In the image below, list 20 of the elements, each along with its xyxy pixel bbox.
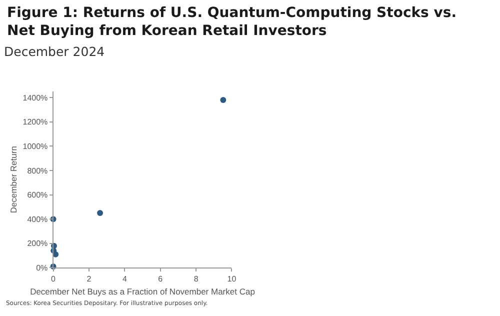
chart-title: Figure 1: Returns of U.S. Quantum-Computing Stocks vs. Net Buying from Korean Retail Investors bbox=[7, 5, 457, 40]
x-tick-label: 0 bbox=[51, 274, 56, 284]
x-tick-label: 2 bbox=[86, 274, 92, 284]
y-tick-label: 0% bbox=[36, 264, 48, 272]
x-axis-title: December Net Buys as a Fraction of November Market Cap bbox=[30, 286, 256, 297]
x-tick-label: 6 bbox=[158, 274, 164, 284]
y-tick-label: 1000% bbox=[22, 142, 48, 151]
x-tick-label: 4 bbox=[122, 274, 128, 284]
y-tick-label: 800% bbox=[27, 166, 48, 176]
y-tick-label: 600% bbox=[27, 190, 48, 200]
chart-subtitle: December 2024 bbox=[4, 44, 105, 59]
y-tick-label: 400% bbox=[27, 214, 48, 224]
y-tick-label: 1200% bbox=[22, 118, 48, 127]
x-tick-label: 8 bbox=[194, 274, 199, 284]
x-tick-label: 10 bbox=[227, 274, 237, 284]
y-tick-label: 200% bbox=[27, 239, 48, 248]
point bbox=[97, 210, 104, 216]
y-tick-label: 1400% bbox=[22, 93, 48, 102]
y-axis-title: December Return bbox=[8, 146, 18, 214]
point bbox=[220, 97, 226, 104]
